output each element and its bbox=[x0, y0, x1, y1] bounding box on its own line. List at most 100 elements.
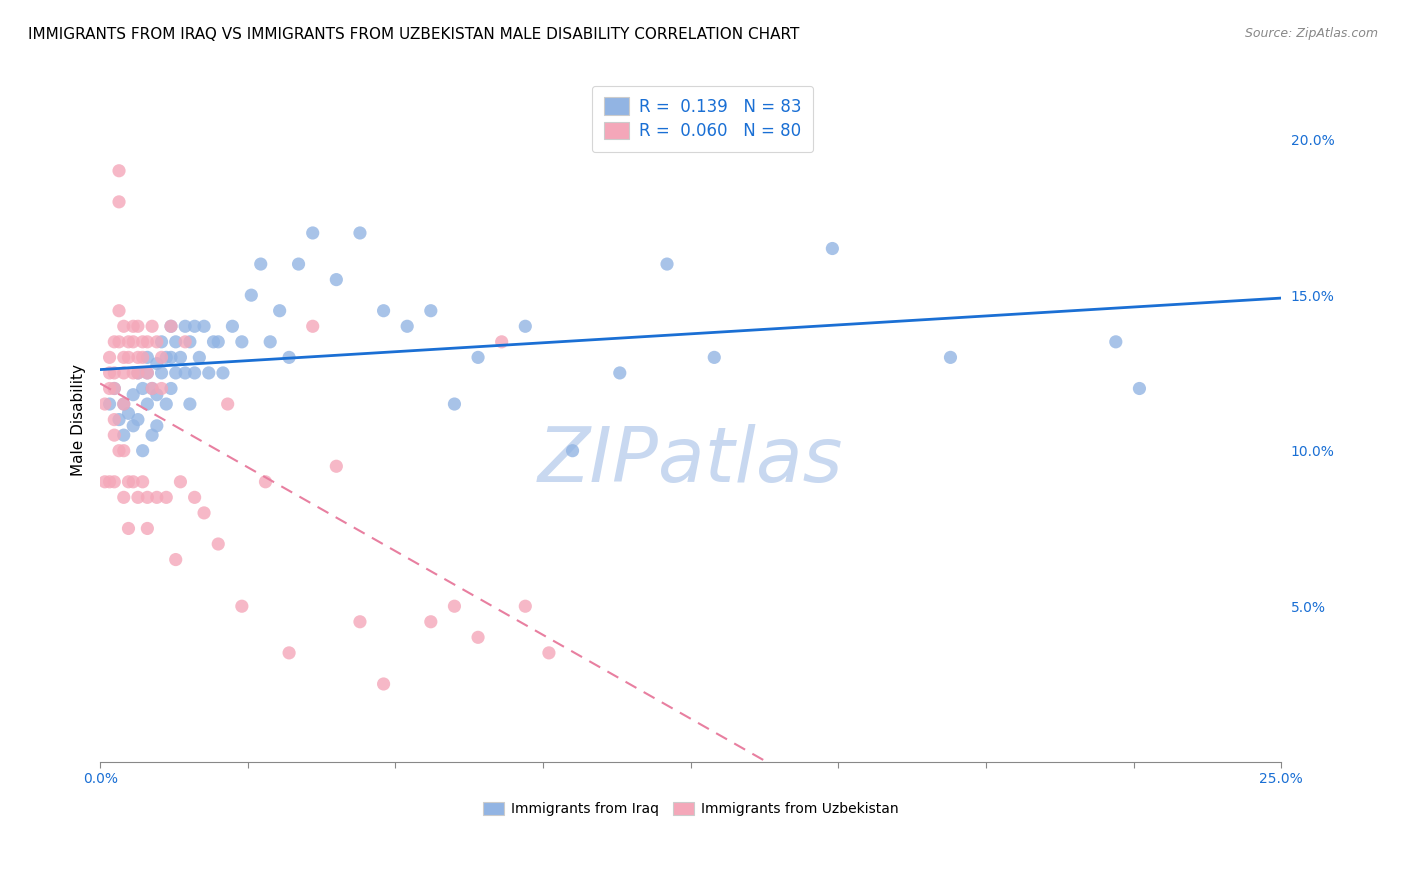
Point bbox=[207, 537, 229, 551]
Point bbox=[141, 319, 163, 334]
Point bbox=[183, 491, 205, 505]
Point bbox=[122, 475, 145, 489]
Point bbox=[103, 382, 125, 396]
Text: ZIPatlas: ZIPatlas bbox=[538, 424, 844, 498]
Point bbox=[136, 366, 159, 380]
Point bbox=[160, 382, 183, 396]
Point bbox=[174, 319, 197, 334]
Point bbox=[112, 397, 135, 411]
Point bbox=[103, 334, 125, 349]
Point bbox=[150, 382, 173, 396]
Point bbox=[127, 366, 149, 380]
Point bbox=[202, 334, 225, 349]
Point bbox=[160, 319, 183, 334]
Text: Source: ZipAtlas.com: Source: ZipAtlas.com bbox=[1244, 27, 1378, 40]
Point bbox=[136, 366, 159, 380]
Point bbox=[491, 334, 513, 349]
Point bbox=[146, 491, 169, 505]
Point bbox=[165, 334, 187, 349]
Point bbox=[254, 475, 277, 489]
Point bbox=[169, 351, 191, 365]
Point bbox=[183, 366, 205, 380]
Point bbox=[207, 334, 229, 349]
Point bbox=[117, 521, 139, 535]
Point bbox=[136, 491, 159, 505]
Point bbox=[112, 491, 135, 505]
Point bbox=[136, 521, 159, 535]
Point bbox=[98, 475, 121, 489]
Point bbox=[443, 397, 465, 411]
Point bbox=[131, 443, 153, 458]
Point bbox=[197, 366, 219, 380]
Point bbox=[193, 319, 215, 334]
Point bbox=[155, 397, 177, 411]
Point bbox=[127, 412, 149, 426]
Point bbox=[301, 226, 323, 240]
Point bbox=[112, 443, 135, 458]
Point bbox=[179, 334, 201, 349]
Point bbox=[231, 334, 253, 349]
Point bbox=[537, 646, 560, 660]
Point bbox=[174, 366, 197, 380]
Point bbox=[108, 303, 131, 318]
Point bbox=[112, 366, 135, 380]
Point bbox=[94, 397, 117, 411]
Legend: Immigrants from Iraq, Immigrants from Uzbekistan: Immigrants from Iraq, Immigrants from Uz… bbox=[477, 796, 905, 823]
Point bbox=[155, 491, 177, 505]
Point bbox=[467, 630, 489, 644]
Point bbox=[349, 226, 371, 240]
Point bbox=[655, 257, 678, 271]
Point bbox=[609, 366, 631, 380]
Point bbox=[301, 319, 323, 334]
Point bbox=[108, 163, 131, 178]
Text: IMMIGRANTS FROM IRAQ VS IMMIGRANTS FROM UZBEKISTAN MALE DISABILITY CORRELATION C: IMMIGRANTS FROM IRAQ VS IMMIGRANTS FROM … bbox=[28, 27, 800, 42]
Point bbox=[131, 334, 153, 349]
Point bbox=[259, 334, 281, 349]
Point bbox=[183, 319, 205, 334]
Point bbox=[127, 351, 149, 365]
Point bbox=[103, 428, 125, 442]
Point bbox=[212, 366, 235, 380]
Point bbox=[467, 351, 489, 365]
Point bbox=[193, 506, 215, 520]
Point bbox=[373, 677, 395, 691]
Point bbox=[150, 366, 173, 380]
Point bbox=[127, 491, 149, 505]
Point bbox=[160, 351, 183, 365]
Point bbox=[108, 412, 131, 426]
Point bbox=[122, 319, 145, 334]
Point bbox=[122, 387, 145, 401]
Point bbox=[939, 351, 962, 365]
Point bbox=[150, 351, 173, 365]
Point bbox=[117, 334, 139, 349]
Point bbox=[127, 319, 149, 334]
Point bbox=[141, 382, 163, 396]
Point bbox=[146, 387, 169, 401]
Point bbox=[443, 599, 465, 614]
Point bbox=[179, 397, 201, 411]
Point bbox=[122, 334, 145, 349]
Point bbox=[221, 319, 243, 334]
Point bbox=[165, 366, 187, 380]
Point bbox=[98, 351, 121, 365]
Point bbox=[112, 428, 135, 442]
Point bbox=[117, 351, 139, 365]
Point bbox=[249, 257, 271, 271]
Point bbox=[169, 475, 191, 489]
Point bbox=[131, 382, 153, 396]
Point bbox=[419, 303, 441, 318]
Point bbox=[146, 418, 169, 433]
Point bbox=[515, 599, 537, 614]
Point bbox=[396, 319, 419, 334]
Point bbox=[515, 319, 537, 334]
Point bbox=[278, 646, 301, 660]
Point bbox=[103, 366, 125, 380]
Point bbox=[108, 334, 131, 349]
Point bbox=[703, 351, 725, 365]
Point bbox=[131, 475, 153, 489]
Point bbox=[1128, 382, 1150, 396]
Point bbox=[287, 257, 309, 271]
Point bbox=[188, 351, 211, 365]
Point bbox=[103, 475, 125, 489]
Point bbox=[821, 242, 844, 256]
